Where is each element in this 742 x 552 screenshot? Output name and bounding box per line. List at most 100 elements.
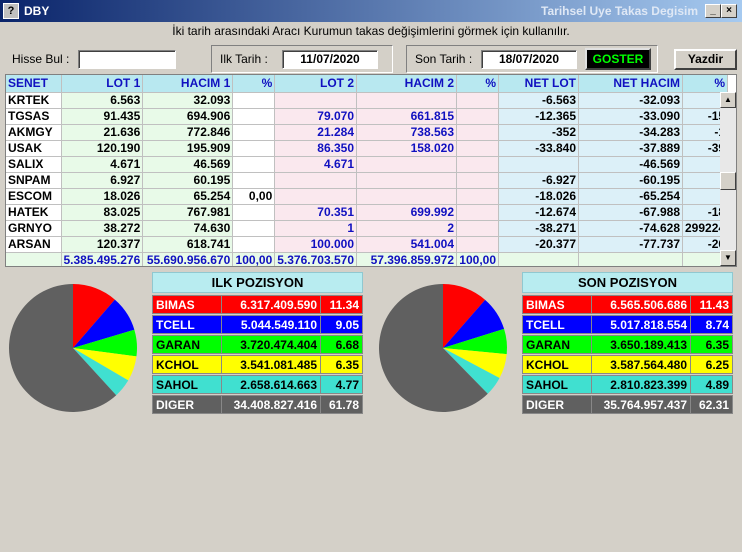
scroll-down-button[interactable]: ▼ xyxy=(720,250,736,266)
table-row[interactable]: SALIX 4.671 46.569 4.671 -46.569 xyxy=(6,156,729,173)
table-row[interactable]: USAK 120.190 195.909 86.350 158.020 -33.840 -3… xyxy=(6,140,729,157)
cell-lot1: 83.025 xyxy=(61,204,144,221)
column-header-lot2[interactable]: LOT 2 xyxy=(274,75,357,93)
cell-net-hacim: -65.254 xyxy=(578,188,683,205)
cell-lot2: 21.284 xyxy=(274,124,357,141)
ilk-position-percent: 6.68 xyxy=(320,335,363,354)
cell-lot2: 70.351 xyxy=(274,204,357,221)
show-button[interactable]: GOSTER xyxy=(585,48,651,70)
cell-net-hacim: -60.195 xyxy=(578,172,683,189)
son-position-value: 2.810.823.399 xyxy=(591,375,691,394)
table-row[interactable]: GRNYO 38.272 74.630 1 2 -38.271 -74.628 299224 xyxy=(6,220,729,237)
table-row[interactable]: KRTEK 6.563 32.093 -6.563 -32.093 xyxy=(6,92,729,109)
pie-slice-bimas xyxy=(73,284,115,348)
start-date-field[interactable]: 11/07/2020 xyxy=(282,50,378,69)
close-button[interactable]: × xyxy=(721,4,737,18)
cell-net-lot: -6.563 xyxy=(498,92,579,109)
ilk-position-symbol: GARAN xyxy=(152,335,222,354)
ilk-position-value: 34.408.827.416 xyxy=(221,395,321,414)
column-header-pct2[interactable]: % xyxy=(456,75,499,93)
cell-net-hacim: -46.569 xyxy=(578,156,683,173)
ilk-position-percent: 4.77 xyxy=(320,375,363,394)
cell-net-lot: -12.674 xyxy=(498,204,579,221)
son-position-percent: 62.31 xyxy=(690,395,733,414)
ilk-pozisyon-title: ILK POZISYON xyxy=(152,272,363,293)
cell-senet: GRNYO xyxy=(6,220,62,237)
cell-net-pct: -1 xyxy=(682,124,729,141)
cell-pct1 xyxy=(232,236,276,253)
cell-net-lot: -20.377 xyxy=(498,236,579,253)
son-position-percent: 11.43 xyxy=(690,295,733,314)
ilk-position-row: TCELL 5.044.549.110 9.05 xyxy=(152,315,363,334)
window-caption: Tarihsel Uye Takas Degisim xyxy=(541,4,698,18)
total-lot2: 5.376.703.570 xyxy=(274,252,357,266)
cell-hacim1: 32.093 xyxy=(142,92,234,109)
column-header-pct1[interactable]: % xyxy=(232,75,276,93)
cell-net-pct xyxy=(682,92,729,109)
end-date-label: Son Tarih : xyxy=(415,52,473,66)
title-bar: ? DBY Tarihsel Uye Takas Degisim _ × xyxy=(0,0,742,22)
scroll-thumb[interactable] xyxy=(720,172,736,190)
column-header-senet[interactable]: SENET xyxy=(6,75,62,93)
cell-pct1 xyxy=(232,204,276,221)
table-row[interactable]: ESCOM 18.026 65.254 0,00 -18.026 -65.254 xyxy=(6,188,729,205)
cell-lot2: 4.671 xyxy=(274,156,357,173)
ilk-position-percent: 9.05 xyxy=(320,315,363,334)
cell-hacim2: 2 xyxy=(356,220,457,237)
table-row[interactable]: TGSAS 91.435 694.906 79.070 661.815 -12.365 -3… xyxy=(6,108,729,125)
table-row[interactable]: SNPAM 6.927 60.195 -6.927 -60.195 xyxy=(6,172,729,189)
cell-hacim1: 694.906 xyxy=(142,108,234,125)
cell-lot1: 120.190 xyxy=(61,140,144,157)
cell-hacim2: 541.004 xyxy=(356,236,457,253)
cell-net-pct: 299224 xyxy=(682,220,729,237)
cell-lot1: 91.435 xyxy=(61,108,144,125)
son-position-percent: 8.74 xyxy=(690,315,733,334)
cell-net-pct xyxy=(682,156,729,173)
search-label: Hisse Bul : xyxy=(12,52,70,66)
ilk-position-symbol: DIGER xyxy=(152,395,222,414)
cell-net-lot: -6.927 xyxy=(498,172,579,189)
ilk-position-symbol: TCELL xyxy=(152,315,222,334)
data-grid[interactable]: SENET LOT 1 HACIM 1% LOT 2 HACIM 2% NET LOT NE… xyxy=(5,74,737,267)
search-input[interactable] xyxy=(78,50,176,69)
cell-net-pct: -15 xyxy=(682,108,729,125)
cell-pct1: 0,00 xyxy=(232,188,276,205)
column-header-net-hacim[interactable]: NET HACIM xyxy=(578,75,683,93)
cell-net-hacim: -37.889 xyxy=(578,140,683,157)
scroll-up-button[interactable]: ▲ xyxy=(720,92,736,108)
column-header-hacim1[interactable]: HACIM 1 xyxy=(142,75,234,93)
system-menu-icon[interactable]: ? xyxy=(3,3,19,19)
cell-senet: HATEK xyxy=(6,204,62,221)
column-header-net-pct[interactable]: % xyxy=(682,75,729,93)
column-header-net-lot[interactable]: NET LOT xyxy=(498,75,579,93)
cell-pct2 xyxy=(456,220,499,237)
minimize-button[interactable]: _ xyxy=(705,4,721,18)
cell-net-lot: -18.026 xyxy=(498,188,579,205)
cell-lot2: 79.070 xyxy=(274,108,357,125)
cell-net-hacim: -33.090 xyxy=(578,108,683,125)
cell-lot2: 100.000 xyxy=(274,236,357,253)
ilk-position-value: 2.658.614.663 xyxy=(221,375,321,394)
cell-hacim2: 699.992 xyxy=(356,204,457,221)
pie-slice-diger xyxy=(8,284,117,412)
grid-scrollbar[interactable]: ▲ ▼ xyxy=(720,92,736,266)
son-position-percent: 4.89 xyxy=(690,375,733,394)
cell-hacim2: 158.020 xyxy=(356,140,457,157)
total-hacim1: 55.690.956.670 xyxy=(142,252,234,266)
page-description: İki tarih arasındaki Aracı Kurumun takas… xyxy=(172,24,570,38)
son-position-symbol: KCHOL xyxy=(522,355,592,374)
son-position-value: 6.565.506.686 xyxy=(591,295,691,314)
cell-pct1 xyxy=(232,124,276,141)
cell-hacim1: 65.254 xyxy=(142,188,234,205)
pie-slice-diger xyxy=(379,284,488,412)
total-net-pct xyxy=(682,252,729,266)
table-row[interactable]: HATEK 83.025 767.981 70.351 699.992 -12.674 -6… xyxy=(6,204,729,221)
column-header-lot1[interactable]: LOT 1 xyxy=(61,75,144,93)
table-row[interactable]: ARSAN 120.377 618.741 100.000 541.004 -20.377… xyxy=(6,236,729,253)
print-button[interactable]: Yazdir xyxy=(674,49,737,70)
cell-hacim1: 46.569 xyxy=(142,156,234,173)
son-position-row: DIGER 35.764.957.437 62.31 xyxy=(522,395,733,414)
end-date-field[interactable]: 18/07/2020 xyxy=(481,50,577,69)
table-row[interactable]: AKMGY 21.636 772.846 21.284 738.563 -352 -34.2… xyxy=(6,124,729,141)
column-header-hacim2[interactable]: HACIM 2 xyxy=(356,75,457,93)
